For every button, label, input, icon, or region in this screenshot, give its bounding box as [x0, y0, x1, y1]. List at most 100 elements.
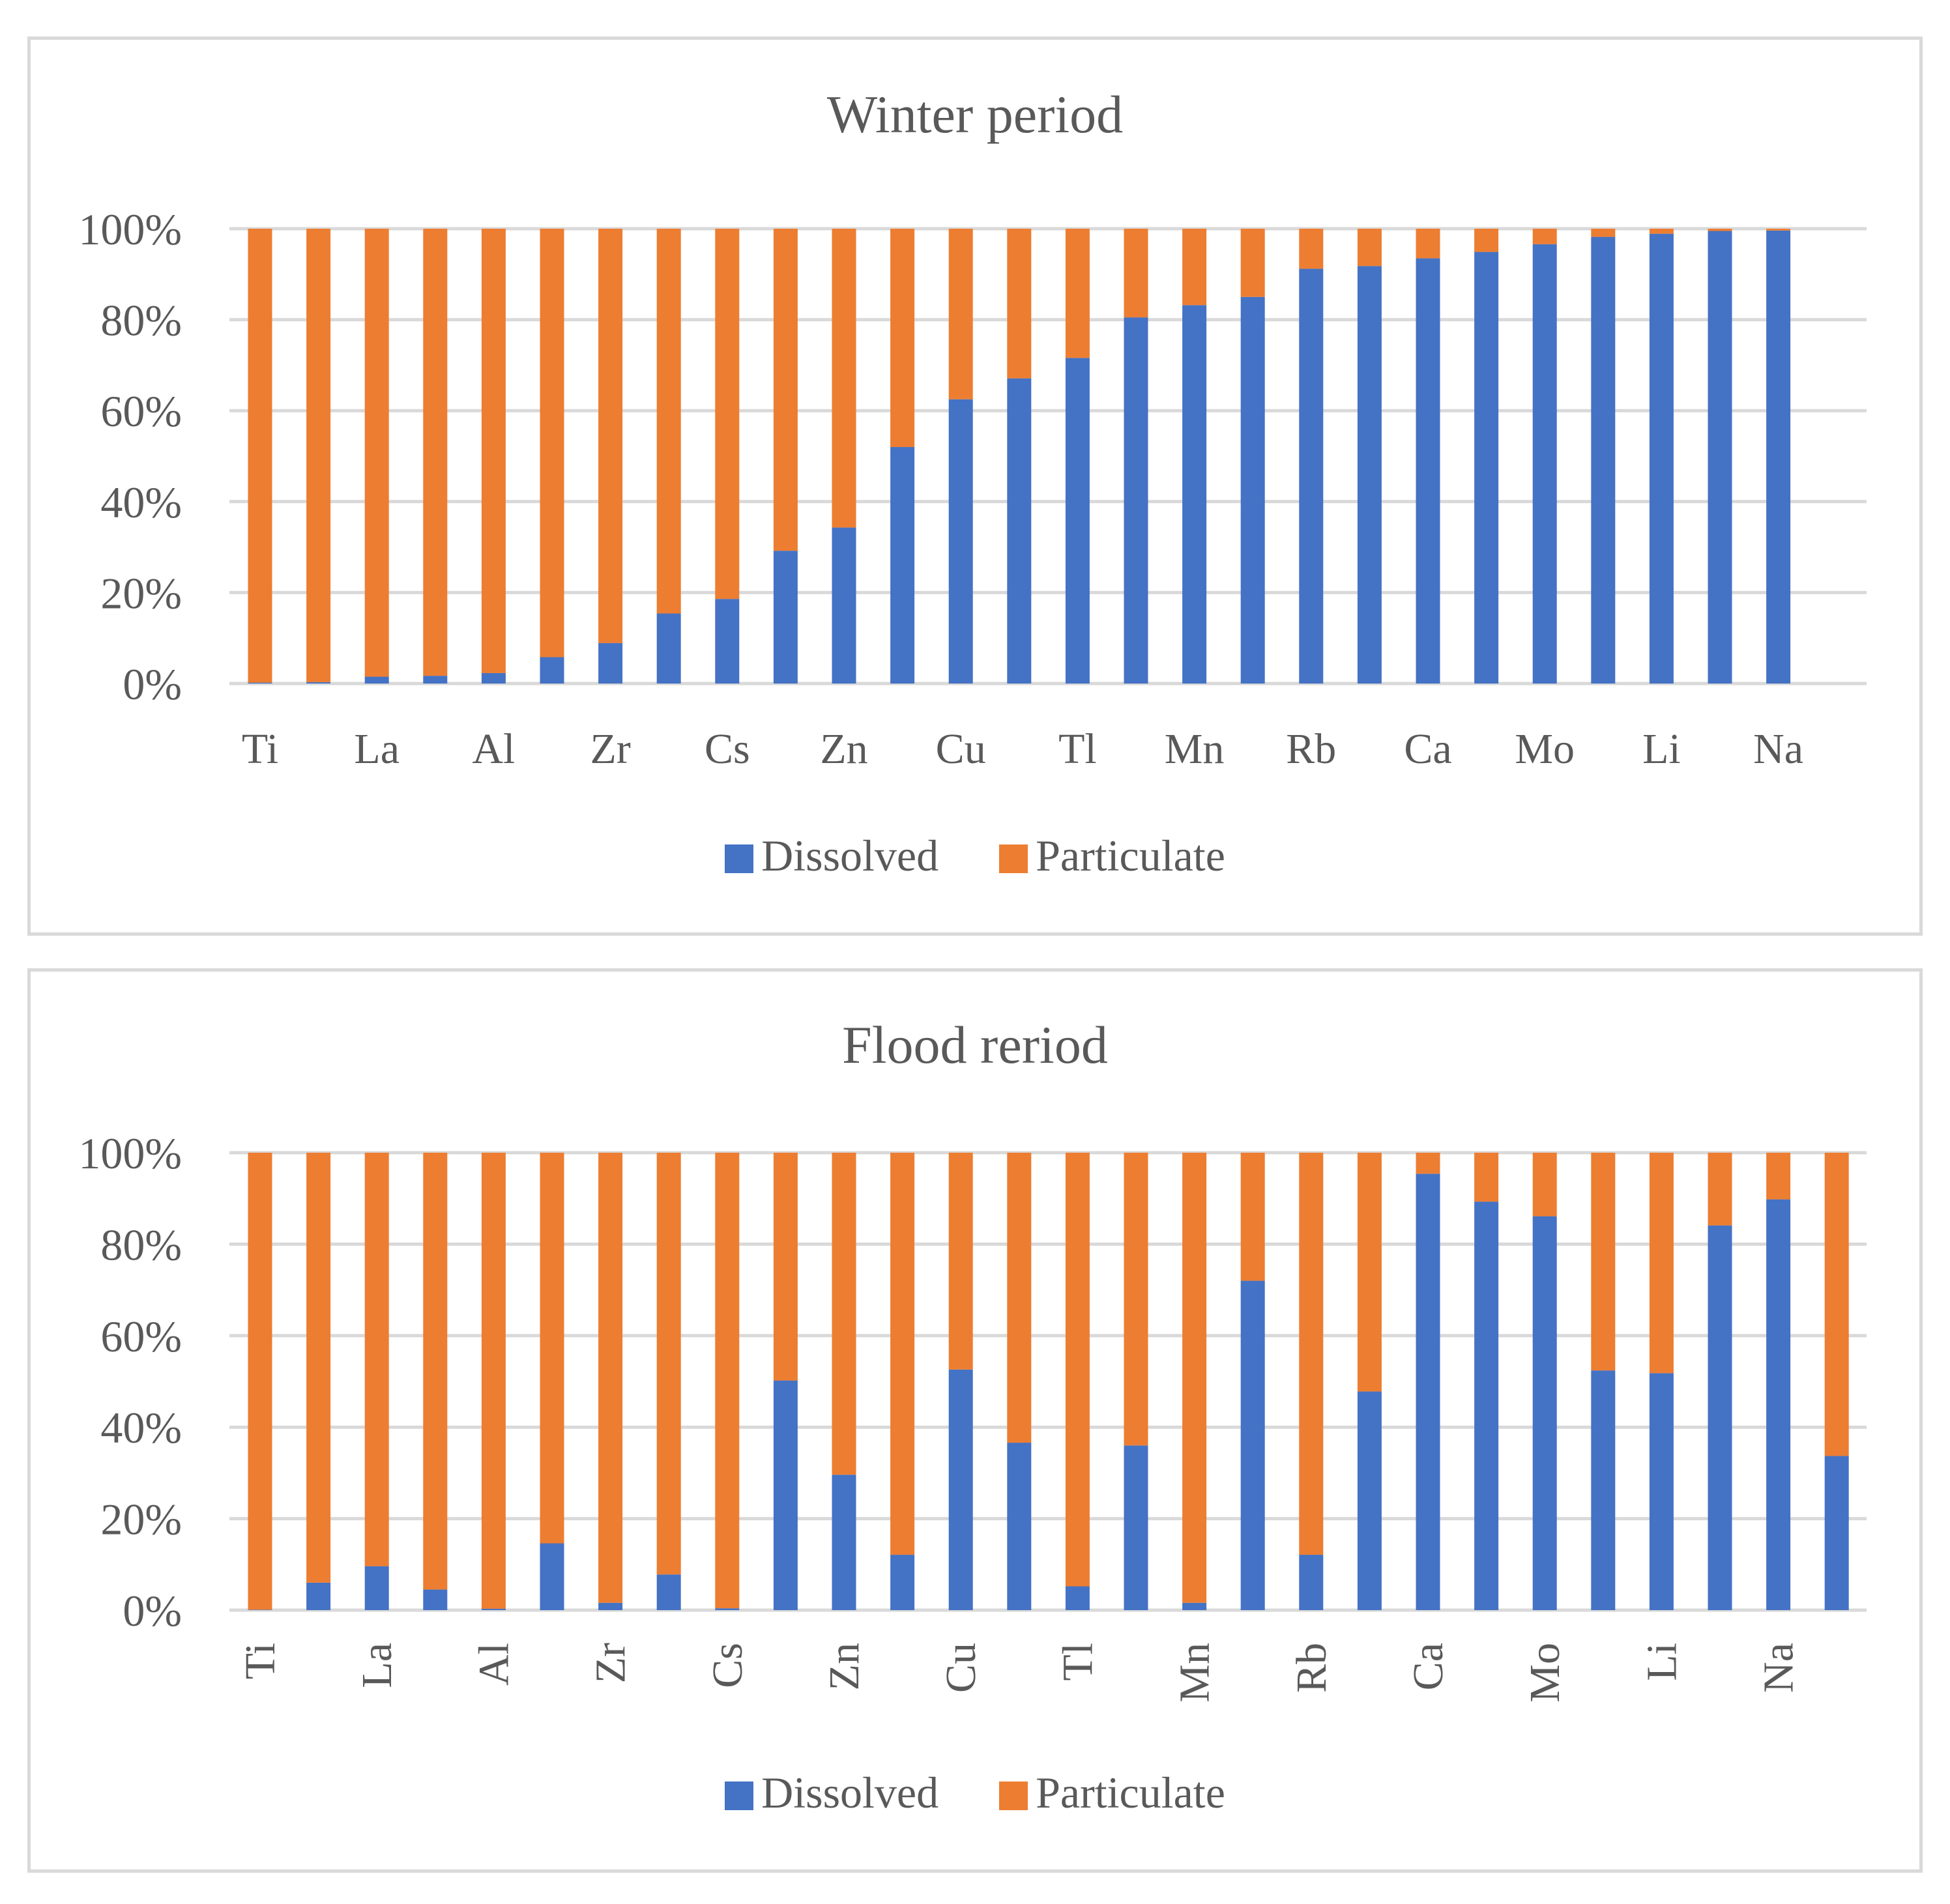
plot-area-winter: 0% 20% 40% 60% 80% 100% Ti La Al Zr Cs Zn Cu Tl Mn Rb Ca…	[78, 205, 1867, 773]
x-tick-label: Cu	[936, 725, 986, 773]
x-tick-label: Li	[1638, 1643, 1685, 1681]
legend-label-dissolved: Dissolved	[761, 830, 939, 880]
bar-dissolved	[1065, 358, 1090, 684]
bar-particulate	[1591, 1153, 1616, 1371]
legend-item-dissolved: Dissolved	[725, 830, 939, 882]
chart-title-winter: Winter period	[826, 85, 1124, 144]
bar-particulate	[248, 229, 272, 683]
bar-dissolved	[306, 682, 331, 684]
x-tick-label: Ti	[237, 1643, 284, 1679]
x-tick-label: Mo	[1521, 1643, 1569, 1703]
x-tick-label: Rb	[1286, 725, 1336, 773]
legend-swatch-dissolved	[725, 844, 754, 873]
bar-particulate	[832, 229, 856, 528]
bar-particulate	[715, 1153, 740, 1609]
bar-particulate	[1357, 229, 1382, 267]
bar-dissolved	[1357, 266, 1382, 684]
bar-particulate	[1416, 1153, 1440, 1174]
x-tick-label: Li	[1642, 725, 1681, 773]
bar-dissolved	[306, 1582, 331, 1610]
bar-dissolved	[1649, 233, 1674, 684]
x-tick-label: Cs	[704, 1643, 751, 1688]
y-tick-label: 60%	[100, 1312, 182, 1361]
bar-dissolved	[1766, 1199, 1791, 1610]
bar-particulate	[948, 229, 973, 399]
bar-dissolved	[1065, 1586, 1090, 1610]
x-tick-label: Mn	[1165, 725, 1225, 773]
bar-particulate	[1182, 1153, 1207, 1603]
x-tick-label: Na	[1755, 1643, 1803, 1693]
bar-particulate	[773, 229, 798, 551]
bar-particulate	[423, 229, 448, 676]
x-tick-label: Al	[472, 725, 515, 773]
bar-dissolved	[364, 1566, 389, 1610]
bar-particulate	[1007, 229, 1032, 379]
bar-particulate	[540, 229, 564, 657]
x-tick-label: Ti	[242, 725, 278, 773]
bar-dissolved	[248, 1609, 272, 1610]
y-tick-label: 20%	[100, 1495, 182, 1544]
bar-dissolved	[1299, 1555, 1324, 1610]
plot-area-flood: 0% 20% 40% 60% 80% 100% Ti La Al Zr Cs Zn Cu Tl Mn Rb Ca…	[78, 1129, 1867, 1703]
bar-dissolved	[1708, 231, 1732, 684]
bar-particulate	[1591, 229, 1616, 237]
bar-particulate	[1299, 229, 1324, 269]
y-tick-label: 60%	[100, 386, 182, 436]
bar-dissolved	[540, 657, 564, 684]
bar-particulate	[1766, 1153, 1791, 1200]
bar-particulate	[1766, 229, 1791, 231]
x-tick-label: La	[353, 1643, 401, 1688]
bar-particulate	[1124, 1153, 1148, 1446]
x-tick-label: Ca	[1404, 725, 1451, 773]
bar-particulate	[423, 1153, 448, 1590]
legend-label-dissolved: Dissolved	[761, 1767, 939, 1817]
bar-particulate	[890, 1153, 915, 1555]
x-tick-label: Tl	[1054, 1643, 1101, 1681]
bar-particulate	[1240, 1153, 1265, 1281]
bar-particulate	[715, 229, 740, 599]
x-tick-label: Tl	[1058, 725, 1097, 773]
bar-dissolved	[1766, 230, 1791, 684]
bar-dissolved	[715, 599, 740, 684]
bar-particulate	[1299, 1153, 1324, 1555]
legend-swatch-particulate	[999, 1781, 1028, 1810]
bar-dissolved	[773, 1380, 798, 1610]
bar-particulate	[1065, 229, 1090, 358]
bar-dissolved	[1591, 1370, 1616, 1610]
y-tick-label: 40%	[100, 1403, 182, 1452]
bar-particulate	[948, 1153, 973, 1370]
y-tick-label: 80%	[100, 296, 182, 345]
bar-particulate	[1532, 229, 1557, 244]
bar-dissolved	[1474, 252, 1499, 684]
bar-particulate	[656, 229, 681, 614]
bar-dissolved	[1357, 1391, 1382, 1610]
bar-particulate	[1182, 229, 1207, 306]
bar-particulate	[1416, 229, 1440, 259]
x-tick-label: Cs	[705, 725, 750, 773]
bar-dissolved	[1240, 296, 1265, 684]
y-tick-label: 40%	[100, 478, 182, 527]
bar-particulate	[656, 1153, 681, 1575]
bar-particulate	[364, 229, 389, 677]
x-tick-label: Mn	[1171, 1643, 1219, 1703]
legend-label-particulate: Particulate	[1036, 830, 1225, 880]
chart-panel-winter: Winter period 0% 20% 40% 60% 80% 100% Ti La Al Zr…	[27, 36, 1923, 936]
x-tick-label: Cu	[937, 1643, 985, 1693]
bar-dissolved	[1532, 244, 1557, 684]
legend-swatch-particulate	[999, 844, 1028, 873]
legend-label-particulate: Particulate	[1036, 1767, 1225, 1817]
bar-particulate	[1240, 229, 1265, 297]
bar-particulate	[1532, 1153, 1557, 1217]
bar-dissolved	[1824, 1456, 1849, 1610]
x-tick-label: Al	[470, 1643, 517, 1686]
bar-dissolved	[1416, 258, 1440, 684]
bar-dissolved	[423, 676, 448, 684]
bar-particulate	[481, 229, 506, 673]
bar-particulate	[1474, 1153, 1499, 1202]
x-tick-label: Zr	[590, 725, 630, 773]
bar-dissolved	[1182, 1602, 1207, 1610]
legend-item-particulate: Particulate	[999, 1767, 1225, 1819]
bar-particulate	[1007, 1153, 1032, 1443]
bar-particulate	[773, 1153, 798, 1381]
bar-particulate	[1474, 229, 1499, 252]
